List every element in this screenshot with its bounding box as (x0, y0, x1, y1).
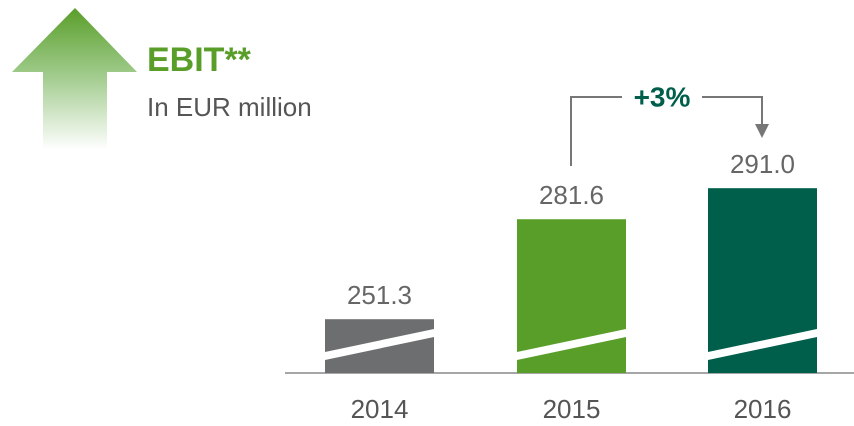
axis-break (517, 329, 626, 360)
annotation: +3% (634, 81, 691, 112)
chart-subtitle: In EUR million (147, 92, 312, 122)
x-tick-label: 2014 (351, 394, 409, 424)
axis-break (325, 329, 434, 360)
value-label: 281.6 (539, 180, 604, 210)
x-tick-label: 2016 (734, 394, 792, 424)
bracket (570, 96, 763, 166)
value-label: 251.3 (347, 280, 412, 310)
axis-break (708, 329, 817, 360)
x-tick-label: 2015 (543, 394, 601, 424)
arrow-icon (12, 8, 137, 150)
bracket-arrowhead (755, 124, 769, 138)
value-label: 291.0 (730, 149, 795, 179)
chart-title: EBIT** (147, 41, 252, 79)
